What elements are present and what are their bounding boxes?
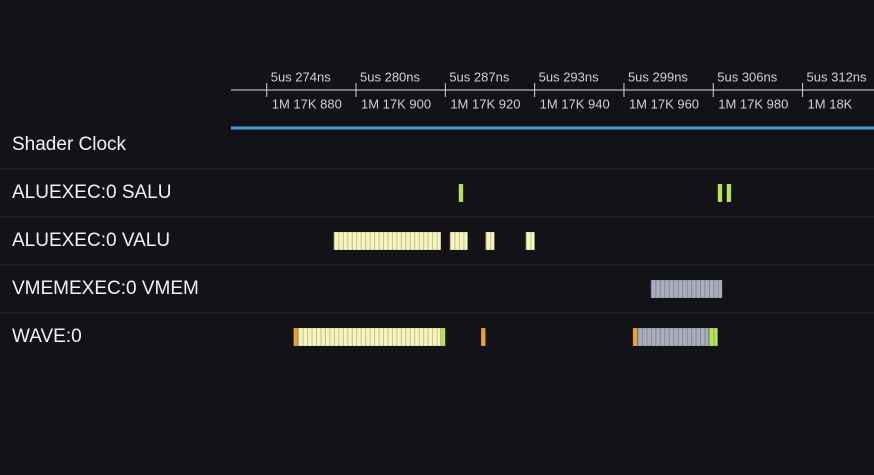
segment [440,327,446,347]
row-label: Shader Clock [12,134,127,155]
segment-stripes [297,328,441,346]
tick-clock-label: 1M 17K 880 [272,96,342,111]
tick-time-label: 5us 293ns [539,69,599,84]
segment-stripes [485,232,495,250]
row-label: VMEMEXEC:0 VMEM [12,278,199,299]
segment [717,183,723,203]
tick-clock-label: 1M 17K 980 [718,96,788,111]
tick-time-label: 5us 274ns [271,69,331,84]
tick-clock-label: 1M 17K 940 [540,96,610,111]
tick-clock-label: 1M 17K 960 [629,96,699,111]
tick-time-label: 5us 280ns [360,69,420,84]
tick-time-label: 5us 306ns [717,69,777,84]
segment-stripes [708,328,718,346]
row-label: ALUEXEC:0 SALU [12,182,171,203]
segment-stripes [449,232,468,250]
segment-stripes [637,328,709,346]
segment-stripes [525,232,535,250]
tick-time-label: 5us 287ns [449,69,509,84]
row-label: WAVE:0 [12,326,82,347]
tick-time-label: 5us 299ns [628,69,688,84]
segment [726,183,732,203]
segment [458,183,464,203]
tick-clock-label: 1M 17K 900 [361,96,431,111]
segment-stripes [333,232,441,250]
tick-clock-label: 1M 18K [808,96,853,111]
segment [632,327,638,347]
segment-stripes [650,280,723,298]
tick-clock-label: 1M 17K 920 [450,96,520,111]
row-label: ALUEXEC:0 VALU [12,230,170,251]
segment [480,327,486,347]
tick-time-label: 5us 312ns [807,69,867,84]
segment [293,327,299,347]
